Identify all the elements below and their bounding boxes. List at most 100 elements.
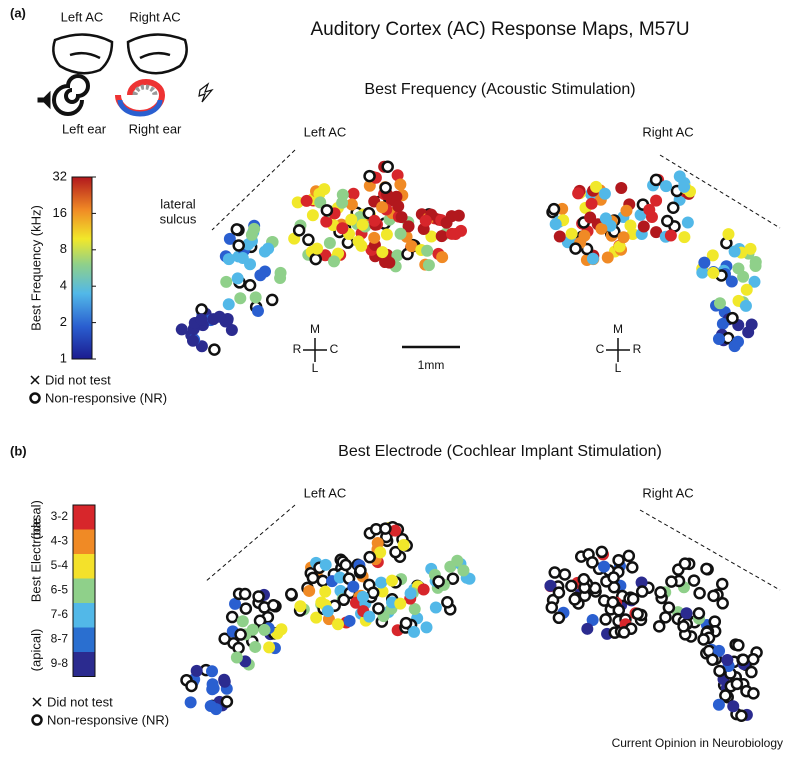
- nr-site: [677, 620, 690, 633]
- response-site: [319, 558, 332, 571]
- colorbar-label: Best Frequency (kHz): [28, 205, 43, 331]
- response-site: [598, 560, 611, 573]
- response-site: [254, 269, 267, 282]
- response-site: [422, 259, 435, 272]
- nr-site: [238, 587, 252, 601]
- schematic-label: Right ear: [129, 121, 182, 136]
- response-site: [421, 244, 434, 257]
- nr-site: [354, 564, 367, 577]
- response-site: [721, 653, 734, 666]
- nr-site: [363, 550, 376, 564]
- response-site: [739, 299, 752, 312]
- response-site: [263, 641, 276, 654]
- nr-site: [432, 575, 445, 588]
- response-site: [390, 190, 403, 203]
- nr-site: [746, 652, 760, 666]
- brain-schematic: [37, 33, 214, 117]
- response-site: [306, 209, 319, 222]
- response-site: [664, 229, 677, 242]
- nr-site: [693, 586, 706, 600]
- nr-site: [612, 603, 626, 617]
- nr-site: [569, 242, 582, 255]
- response-site: [389, 524, 402, 537]
- response-site: [186, 334, 199, 347]
- response-site: [310, 611, 323, 624]
- nr-site: [606, 596, 620, 609]
- nr-site: [306, 571, 320, 585]
- nr-site: [225, 610, 239, 624]
- response-site: [368, 231, 381, 244]
- colorbar: 3-2 4-3 5-4 6-5 7-6 8-7 9-8: [51, 504, 96, 677]
- response-site: [368, 214, 381, 227]
- response-site: [376, 246, 389, 259]
- response-site: [740, 283, 753, 296]
- response-site: [613, 240, 626, 253]
- response-site: [698, 256, 711, 269]
- legend-label: Non-responsive (NR): [47, 712, 169, 727]
- response-site: [300, 194, 313, 207]
- response-site: [417, 583, 430, 596]
- nr-site: [678, 557, 692, 570]
- response-site: [716, 317, 729, 330]
- response-site: [728, 245, 741, 258]
- response-site: [343, 614, 356, 627]
- nr-site: [622, 549, 636, 563]
- orientation-label: M: [613, 322, 623, 336]
- nr-site: [309, 252, 322, 266]
- response-site: [379, 256, 392, 269]
- nr-site: [719, 689, 732, 702]
- response-site: [315, 596, 328, 609]
- response-site: [408, 603, 421, 616]
- response-site: [712, 332, 725, 345]
- nr-site: [697, 633, 710, 646]
- colorbar-label: (basal): [28, 500, 43, 540]
- response-site: [660, 180, 673, 193]
- nr-site: [552, 586, 566, 599]
- response-site: [195, 340, 208, 353]
- response-site: [429, 601, 442, 614]
- response-site: [206, 665, 219, 678]
- response-site: [722, 228, 735, 241]
- colorbar-band: [73, 603, 95, 628]
- response-site: [737, 270, 750, 283]
- nr-site: [366, 586, 380, 600]
- response-site: [744, 242, 757, 255]
- nr-site: [700, 562, 713, 576]
- response-site: [246, 623, 259, 636]
- nr-site: [626, 592, 640, 606]
- response-site: [749, 260, 762, 273]
- response-site: [595, 222, 608, 235]
- response-site: [397, 539, 410, 552]
- nr-site: [735, 709, 748, 723]
- response-site: [590, 180, 603, 193]
- response-site: [637, 220, 650, 233]
- colorbar-label: (apical): [28, 629, 43, 672]
- nr-site: [230, 223, 244, 236]
- response-site: [236, 615, 249, 628]
- response-site: [581, 622, 594, 635]
- orientation-label: R: [293, 342, 302, 356]
- nr-site: [302, 233, 315, 247]
- response-site: [371, 536, 384, 549]
- orientation-label: L: [312, 361, 319, 375]
- nr-site: [666, 201, 680, 215]
- response-site: [643, 203, 656, 216]
- response-site: [327, 255, 340, 268]
- response-site: [678, 180, 691, 193]
- response-site: [435, 230, 448, 243]
- colorbar-ticks: 32 16 8 4 2 1: [53, 168, 96, 365]
- nr-site: [372, 602, 385, 615]
- response-site: [584, 211, 597, 224]
- response-site: [725, 275, 738, 288]
- legend-markers: [31, 697, 43, 726]
- nr-site: [389, 545, 402, 559]
- nr-site: [617, 626, 631, 639]
- response-site: [586, 252, 599, 265]
- colorbar-band: [73, 578, 95, 603]
- colorbar-label: Best Electrode: [28, 518, 43, 603]
- nr-site: [285, 587, 298, 601]
- nr-site: [654, 586, 667, 599]
- figure-title: Auditory Cortex (AC) Response Maps, M57U: [310, 19, 689, 40]
- response-site: [175, 323, 188, 336]
